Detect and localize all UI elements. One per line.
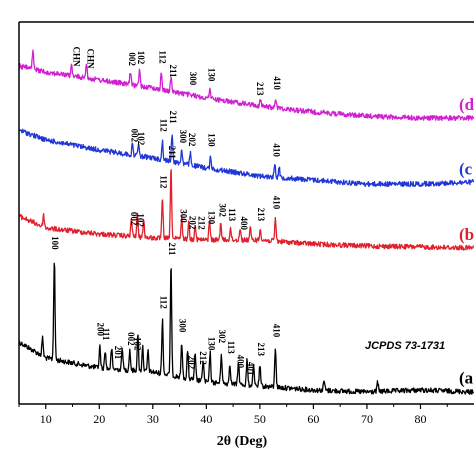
peak-label: 113 — [227, 208, 237, 222]
peak-label: 130 — [207, 68, 217, 82]
x-tick-label: 30 — [147, 412, 159, 426]
series-line — [18, 169, 474, 251]
peak-label: 102 — [135, 213, 145, 227]
peak-label: 211 — [168, 64, 178, 78]
peak-label: 102 — [136, 132, 146, 146]
series-line — [18, 128, 474, 188]
peak-label: CHN — [86, 49, 96, 70]
peak-label: 300 — [178, 319, 188, 333]
peak-label: 112 — [158, 175, 168, 189]
x-tick-label: 60 — [307, 412, 319, 426]
peak-label: 100 — [50, 236, 60, 250]
peak-label: 400 — [239, 216, 249, 230]
peak-label: 111 — [101, 328, 111, 341]
peak-label: 202 — [187, 356, 197, 370]
peak-label: 211 — [168, 111, 178, 125]
reference-annotation: JCPDS 73-1731 — [365, 340, 445, 352]
peak-label: 002 — [126, 332, 136, 346]
peak-label: 300 — [188, 72, 198, 86]
x-tick-label: 40 — [200, 412, 212, 426]
peak-label: 200 — [96, 323, 106, 337]
peak-label: 202 — [187, 216, 197, 230]
peak-label: 213 — [256, 342, 266, 356]
x-axis-title: 2θ (Deg) — [217, 434, 268, 449]
peak-label: 113 — [226, 341, 236, 355]
pattern-curves — [18, 49, 474, 395]
peak-label: CHN — [72, 47, 82, 68]
peak-label: 401 — [246, 362, 256, 376]
x-tick-label: 80 — [414, 412, 426, 426]
peak-label: 112 — [157, 51, 167, 65]
x-tick-label: 10 — [40, 412, 52, 426]
peak-label: 130 — [207, 211, 217, 225]
x-tick-label: 70 — [361, 412, 373, 426]
peak-label: 410 — [271, 324, 281, 338]
x-tick-label: 50 — [254, 412, 266, 426]
peak-label: 410 — [272, 76, 282, 90]
peak-label: 002 — [130, 129, 140, 143]
peak-label: 102 — [136, 51, 146, 65]
series-tag: (b — [459, 225, 474, 244]
peak-label: 213 — [255, 82, 265, 96]
peak-label: 410 — [271, 143, 281, 157]
series-tag: (c — [459, 159, 473, 178]
peak-label: 102 — [133, 337, 143, 351]
series-tags: (a (b (c (d — [459, 95, 474, 388]
peak-label: 400 — [235, 355, 245, 369]
peak-label: 130 — [207, 337, 217, 351]
peak-label: 112 — [158, 119, 168, 133]
peak-label: 212 — [198, 351, 208, 365]
peak-label: 410 — [271, 196, 281, 210]
peak-label: 201 — [113, 346, 123, 360]
peak-label: 213 — [256, 208, 266, 222]
x-ticks: 10 20 30 40 50 60 70 80 — [18, 404, 448, 426]
series-line — [18, 49, 474, 122]
peak-label: 211 — [167, 242, 177, 256]
peak-label: 302 — [217, 330, 227, 344]
x-tick-label: 20 — [93, 412, 105, 426]
series-tag: (a — [459, 369, 474, 388]
peak-label: 112 — [158, 296, 168, 310]
peak-label: 300 — [179, 209, 189, 223]
peak-label: 130 — [206, 133, 216, 147]
peak-label: 002 — [127, 52, 137, 66]
peak-label: 300 — [178, 130, 188, 144]
peak-label: 302 — [217, 203, 227, 217]
series-line — [18, 262, 474, 395]
peak-label: 202 — [187, 133, 197, 147]
axes — [18, 21, 474, 405]
peak-label: 212 — [196, 216, 206, 230]
peak-label: 211 — [167, 146, 177, 160]
peak-label: 002 — [129, 212, 139, 226]
series-tag: (d — [459, 95, 474, 114]
